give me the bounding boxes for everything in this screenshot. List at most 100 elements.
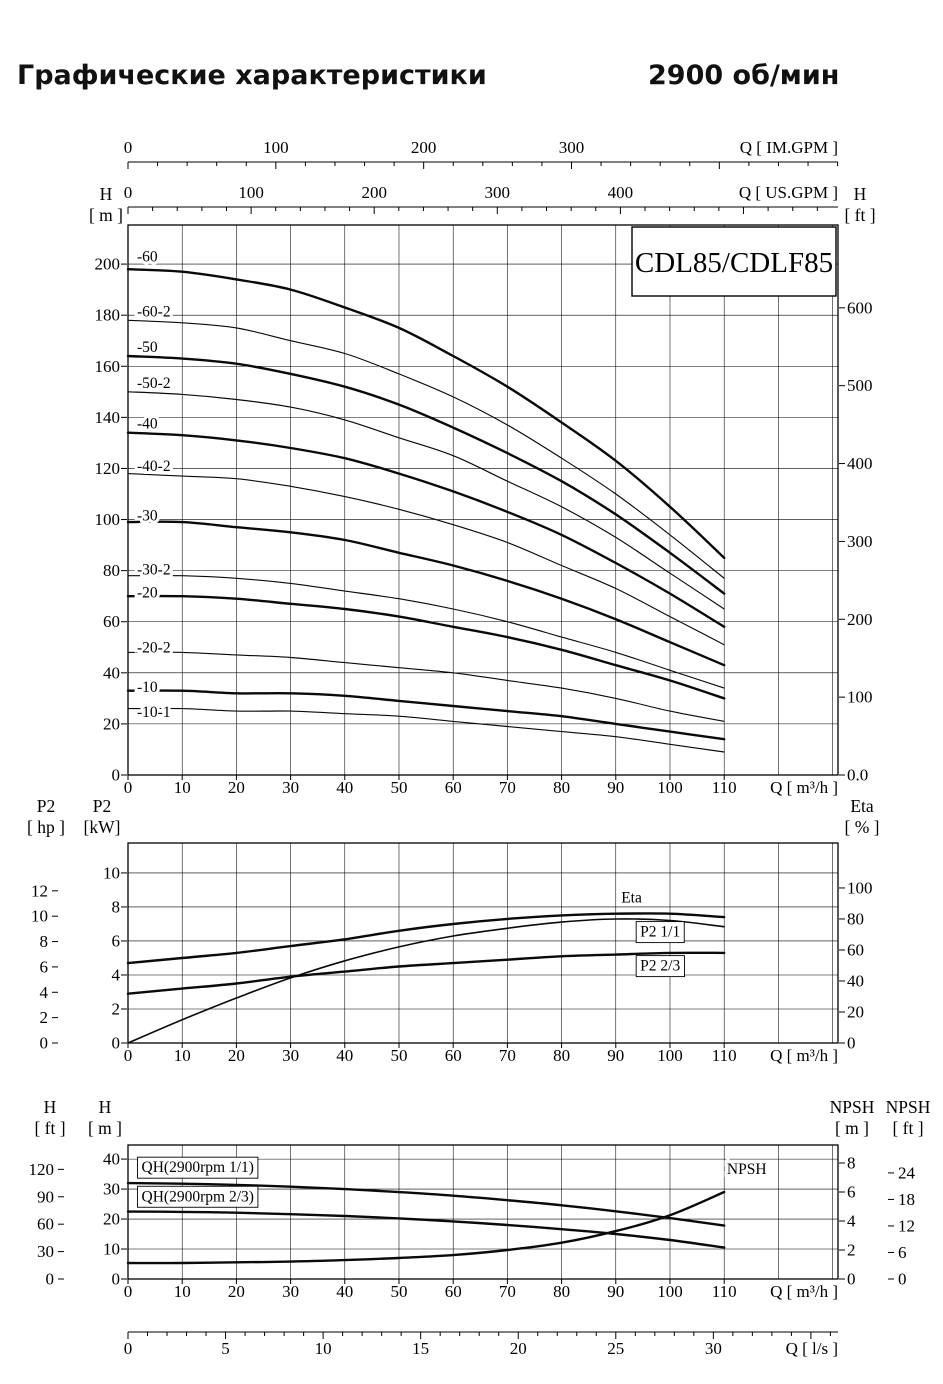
tick-label: 40 [103, 663, 120, 682]
tick-label: 70 [499, 1282, 516, 1301]
tick-label: 10 [31, 907, 48, 926]
axis-header: [ ft ] [844, 205, 875, 225]
tick-label: 90 [607, 1282, 624, 1301]
tick-label: 20 [510, 1339, 527, 1358]
tick-label: 60 [103, 612, 120, 631]
tick-label: 50 [390, 778, 407, 797]
axis-header: [ m ] [835, 1118, 869, 1138]
curve-label-box [635, 921, 685, 944]
tick-label: 100 [847, 688, 873, 707]
tick-label: 10 [174, 778, 191, 797]
tick-label: 400 [847, 454, 873, 473]
tick-label: 8 [40, 932, 49, 951]
tick-label: 6 [112, 931, 121, 950]
tick-label: 0 [847, 1270, 856, 1289]
curve-P2-1-1 [126, 912, 726, 965]
tick-label: 12 [898, 1216, 915, 1235]
tick-label: 200 [361, 183, 387, 202]
tick-label: 140 [95, 408, 121, 427]
x-axis-title: Q [ m³/h ] [770, 778, 838, 797]
curve-label: -10-1 [137, 704, 171, 721]
axis-header: [ hp ] [27, 817, 65, 837]
tick-label: 18 [898, 1190, 915, 1209]
tick-label: 0 [112, 1034, 121, 1053]
curve-label-box [635, 955, 685, 978]
curve-label: -60 [137, 248, 158, 265]
curve-label: -20-2 [137, 639, 171, 656]
tick-label: 10 [174, 1046, 191, 1065]
x-axis-title: Q [ m³/h ] [770, 1282, 838, 1301]
rpm-label: 2900 об/мин [648, 60, 840, 91]
tick-label: 30 [282, 1282, 299, 1301]
x-axis-title: Q [ m³/h ] [770, 1046, 838, 1065]
axis-header: [ % ] [845, 817, 880, 837]
tick-label: 120 [95, 459, 121, 478]
tick-label: 2 [40, 1008, 49, 1027]
axis-header: [kW] [84, 817, 121, 837]
curve--60 [126, 268, 726, 560]
tick-label: 60 [847, 940, 864, 959]
plot-frame [127, 224, 839, 776]
tick-label: 80 [553, 1282, 570, 1301]
curve-label: P2 2/3 [640, 958, 680, 975]
tick-label: 30 [282, 778, 299, 797]
axis-header: [ ft ] [34, 1118, 65, 1138]
tick-label: 2 [112, 999, 121, 1018]
curve-NPSH [126, 1190, 726, 1265]
curve--50 [126, 354, 726, 595]
tick-label: 90 [607, 1046, 624, 1065]
tick-label: 110 [712, 1046, 737, 1065]
tick-label: 10 [103, 863, 120, 882]
tick-label: 100 [847, 878, 873, 897]
tick-label: 50 [390, 1046, 407, 1065]
tick-label: 40 [336, 1046, 353, 1065]
chart-hq: 0204060801001201401601802000.01002003004… [89, 138, 876, 797]
curve--20-2 [127, 651, 725, 722]
x-axis-title: Q [ IM.GPM ] [740, 138, 838, 157]
tick-label: 400 [608, 183, 634, 202]
tick-label: 20 [103, 714, 120, 733]
tick-label: 80 [847, 909, 864, 928]
curve-label-box [137, 1185, 259, 1208]
tick-label: 120 [29, 1160, 55, 1179]
x-axis-title: Q [ US.GPM ] [739, 183, 838, 202]
axis-header: Eta [850, 796, 874, 816]
curve-label: Eta [621, 890, 642, 907]
tick-label: 6 [847, 1182, 856, 1201]
tick-label: 20 [228, 778, 245, 797]
tick-label: 30 [282, 1046, 299, 1065]
tick-label: 50 [390, 1282, 407, 1301]
curve--60-2 [127, 319, 725, 579]
curve-label: -50 [137, 339, 158, 356]
tick-label: 8 [112, 897, 121, 916]
curve-label: -40 [137, 416, 158, 433]
curve-Eta [127, 918, 725, 1044]
plot-frame [127, 842, 839, 1044]
tick-label: 300 [847, 532, 873, 551]
curve-label-box [137, 1156, 259, 1179]
curve--20 [126, 594, 726, 700]
axis-header: [ m ] [89, 205, 123, 225]
tick-label: 0 [40, 1034, 49, 1053]
tick-label: 60 [445, 1046, 462, 1065]
tick-label: 110 [712, 1282, 737, 1301]
tick-label: 6 [898, 1243, 907, 1262]
curve-QH-2900rpm-1-1- [126, 1181, 726, 1227]
tick-label: 40 [336, 778, 353, 797]
axis-header: [ ft ] [892, 1118, 923, 1138]
curve-label: QH(2900rpm 2/3) [142, 1188, 254, 1205]
tick-label: 500 [847, 376, 873, 395]
tick-label: 60 [445, 1282, 462, 1301]
tick-label: 90 [37, 1187, 54, 1206]
curve-P2-2-3 [126, 951, 726, 995]
curve-label: -20 [137, 584, 158, 601]
curve--40-2 [127, 473, 725, 646]
tick-label: 20 [228, 1046, 245, 1065]
tick-label: 24 [898, 1163, 916, 1182]
curve-label: QH(2900rpm 1/1) [142, 1159, 254, 1176]
tick-label: 200 [847, 610, 873, 629]
curve--30 [126, 520, 726, 667]
tick-label: 0.0 [847, 766, 868, 785]
